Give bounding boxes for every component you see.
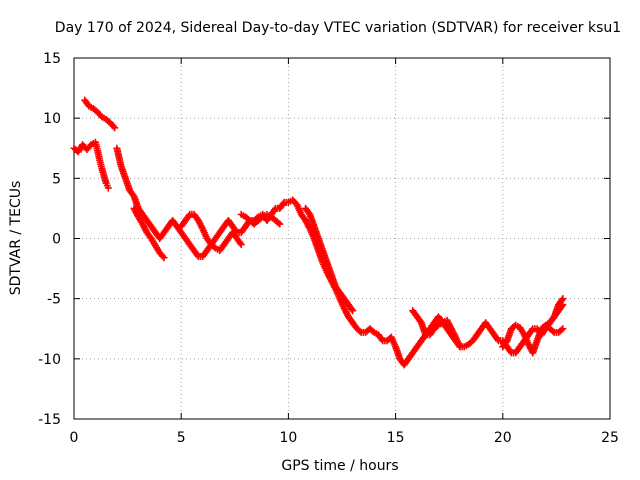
data-point [348,305,356,313]
y-axis-label: SDTVAR / TECUs [8,181,24,296]
data-point [549,327,557,335]
x-axis-label: GPS time / hours [281,458,398,474]
x-tick-label: 10 [279,430,297,446]
data-point [493,335,501,343]
series-track-a [70,138,112,192]
data-point [236,239,244,247]
y-tick-label: -5 [47,292,61,308]
data-point [559,325,567,333]
data-point [433,322,441,330]
series-track-e [177,210,245,255]
axes [73,57,611,420]
series-track-i [499,295,567,357]
x-tick-label: 15 [387,430,405,446]
data-point [270,206,278,214]
data-point [257,214,265,222]
data-point [185,212,193,220]
data-layer [70,96,567,369]
x-tick-label: 0 [70,430,79,446]
data-point [279,200,287,208]
data-point [111,124,119,132]
data-point [506,347,514,355]
series-track-h [409,307,464,351]
chart-title: Day 170 of 2024, Sidereal Day-to-day VTE… [55,20,621,36]
data-point [104,184,112,192]
x-tick-label: 25 [601,430,619,446]
data-point [559,295,567,303]
data-point [378,335,386,343]
series-track-f [237,210,284,228]
series-track-b [81,96,119,132]
x-tick-label: 5 [177,430,186,446]
series-track-d [130,204,168,262]
y-tick-label: -10 [38,352,61,368]
y-tick-label: 5 [52,171,61,187]
tick-labels: 0 5 10 15 20 25 -15 -10 -5 0 5 10 15 [38,51,619,446]
y-tick-label: -15 [38,412,61,428]
data-point [193,251,201,259]
x-tick-label: 20 [494,430,512,446]
data-point [356,327,364,335]
y-tick-label: 10 [43,111,61,127]
data-point [160,254,168,262]
data-point [210,243,218,251]
data-point [349,307,357,315]
data-point [456,343,464,351]
data-point [369,327,377,335]
data-point [528,326,536,334]
data-point [558,296,566,304]
data-point [557,326,565,334]
y-tick-label: 15 [43,51,61,67]
data-point [274,219,282,227]
data-point [237,241,245,249]
series-track-g [302,204,357,315]
series-track-j [546,325,567,336]
y-tick-label: 0 [52,232,61,248]
data-point [540,322,548,330]
data-point [276,220,284,228]
